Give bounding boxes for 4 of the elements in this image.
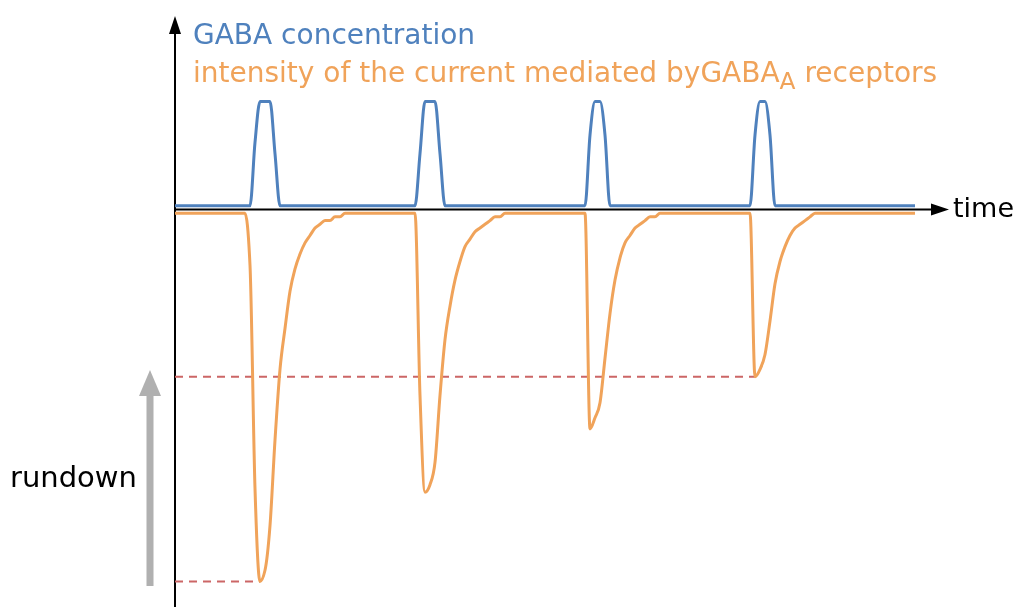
text: rundown [10, 460, 137, 494]
x-axis-title: time [953, 192, 1015, 224]
text: GABA concentration [193, 17, 477, 53]
text: intensity of the current mediated byGABA$_{A}$ receptors [193, 55, 938, 97]
